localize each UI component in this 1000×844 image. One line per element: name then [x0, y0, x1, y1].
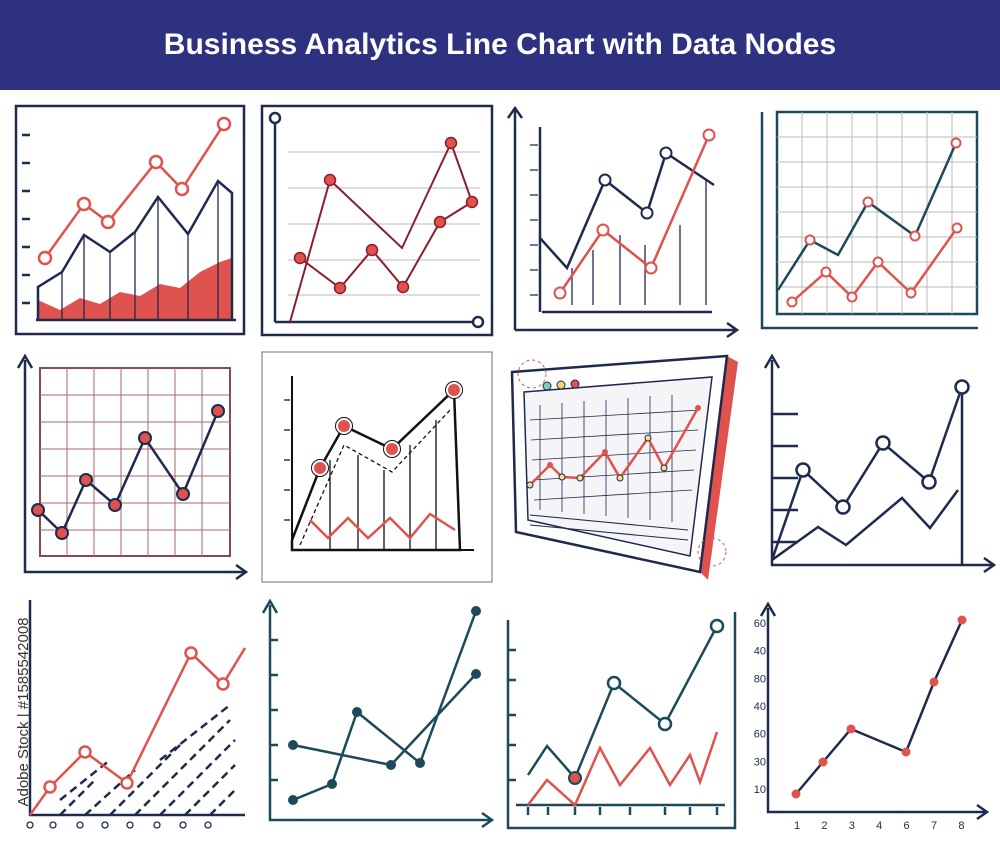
panel-4 — [760, 110, 979, 330]
y-label: 10 — [754, 784, 766, 796]
x-label: 1 — [794, 820, 800, 832]
y-label: 60 — [754, 618, 766, 630]
watermark: Adobe Stock | #1585542008 — [15, 617, 32, 806]
panel-1 — [14, 104, 246, 336]
panel-5 — [16, 353, 249, 581]
x-label: 3 — [849, 820, 855, 832]
x-label: 4 — [876, 820, 882, 832]
x-label: 8 — [958, 820, 964, 832]
title: Business Analytics Line Chart with Data … — [164, 28, 836, 61]
panel-8 — [763, 353, 997, 574]
y-label: 40 — [754, 646, 766, 658]
x-label: 6 — [904, 820, 910, 832]
x-label: 2 — [821, 820, 827, 832]
panel-7 — [510, 354, 738, 580]
y-label: 40 — [754, 701, 766, 713]
panel-9: Adobe Stock | #1585542008 — [15, 600, 247, 829]
panel-10 — [261, 598, 495, 829]
y-label: 60 — [754, 729, 766, 741]
panel-3 — [506, 105, 740, 339]
y-label: 80 — [754, 673, 766, 685]
y-label: 30 — [754, 756, 766, 768]
panel-11 — [506, 612, 737, 830]
panel-2 — [260, 104, 494, 337]
x-label: 7 — [931, 820, 937, 832]
header-band — [0, 0, 1000, 90]
panel-12: 60 40 80 40 60 30 10 1 2 3 4 6 7 8 — [754, 601, 990, 832]
panel-6 — [261, 351, 493, 583]
